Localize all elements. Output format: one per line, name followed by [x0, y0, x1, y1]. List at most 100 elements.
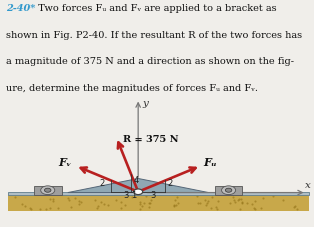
Polygon shape [68, 178, 208, 192]
Point [250, 202, 255, 206]
Text: 2: 2 [100, 179, 105, 188]
Circle shape [134, 189, 143, 195]
Point [280, 198, 285, 202]
Point [48, 197, 53, 201]
Point [76, 202, 81, 205]
Point [129, 195, 134, 199]
Point [209, 195, 214, 199]
Point [118, 206, 123, 210]
Point [214, 207, 219, 210]
Point [139, 204, 144, 207]
Point [147, 201, 152, 205]
Point [195, 201, 200, 205]
Point [245, 201, 250, 205]
Point [172, 198, 177, 201]
Point [123, 203, 128, 207]
Text: Fᵤ: Fᵤ [203, 157, 217, 168]
Point [29, 207, 34, 210]
Point [51, 200, 56, 203]
Point [260, 197, 265, 200]
Point [203, 199, 208, 202]
Point [65, 196, 70, 200]
Text: R = 375 N: R = 375 N [122, 135, 178, 144]
Point [141, 201, 146, 205]
Point [27, 206, 32, 210]
Point [67, 198, 72, 202]
Point [138, 200, 143, 203]
Point [171, 204, 176, 208]
Point [55, 207, 60, 210]
Point [227, 202, 232, 205]
Point [138, 202, 143, 206]
Point [137, 208, 142, 211]
Point [205, 199, 210, 203]
Text: a magnitude of 375 N and a direction as shown on the fig-: a magnitude of 375 N and a direction as … [6, 57, 294, 66]
Text: ure, determine the magnitudes of forces Fᵤ and Fᵥ.: ure, determine the magnitudes of forces … [6, 84, 258, 93]
Point [51, 197, 56, 201]
Circle shape [45, 188, 51, 192]
Text: shown in Fig. P2-40. If the resultant R of the two forces has: shown in Fig. P2-40. If the resultant R … [6, 30, 302, 39]
Circle shape [41, 186, 55, 195]
Point [237, 197, 242, 201]
Polygon shape [8, 195, 309, 211]
Point [293, 204, 298, 208]
Point [252, 207, 257, 211]
Point [12, 195, 17, 199]
Point [105, 204, 110, 207]
Point [99, 201, 104, 204]
Point [239, 200, 244, 203]
Point [172, 203, 177, 207]
Point [76, 199, 81, 203]
Text: 1: 1 [132, 191, 137, 200]
Point [118, 200, 123, 203]
Point [209, 207, 214, 210]
Point [238, 208, 243, 211]
Point [144, 195, 149, 198]
Text: 3: 3 [123, 191, 129, 200]
Point [236, 199, 241, 202]
Point [68, 206, 73, 209]
Text: 4: 4 [134, 176, 139, 185]
Circle shape [222, 186, 236, 195]
Point [175, 195, 180, 198]
Text: x: x [305, 181, 311, 190]
Point [259, 206, 264, 210]
Point [239, 201, 244, 205]
Point [173, 203, 178, 207]
Point [149, 198, 154, 201]
Polygon shape [34, 185, 62, 195]
Point [92, 198, 97, 202]
Point [292, 205, 297, 209]
Point [19, 202, 24, 205]
Point [101, 202, 106, 206]
Point [198, 202, 203, 205]
Text: 3: 3 [150, 191, 156, 200]
Text: 2: 2 [168, 179, 173, 188]
Point [23, 204, 28, 208]
Point [94, 206, 99, 210]
Text: 2-40*: 2-40* [6, 4, 36, 13]
Point [238, 197, 243, 201]
Point [37, 208, 42, 211]
Point [231, 195, 236, 199]
Point [205, 201, 210, 205]
Text: Fᵥ: Fᵥ [58, 157, 71, 168]
Polygon shape [215, 185, 242, 195]
Text: Two forces Fᵤ and Fᵥ are applied to a bracket as: Two forces Fᵤ and Fᵥ are applied to a br… [31, 4, 276, 13]
Point [95, 204, 100, 208]
Point [251, 206, 256, 210]
Point [215, 200, 220, 203]
Text: y: y [143, 99, 149, 108]
Point [73, 196, 78, 200]
Point [78, 200, 83, 204]
Point [43, 207, 48, 210]
Point [176, 201, 181, 205]
Point [253, 199, 258, 202]
Point [232, 198, 237, 201]
Polygon shape [8, 192, 309, 195]
Point [146, 202, 151, 205]
Point [294, 207, 299, 210]
Point [270, 194, 275, 198]
Point [47, 206, 52, 209]
Point [204, 203, 209, 207]
